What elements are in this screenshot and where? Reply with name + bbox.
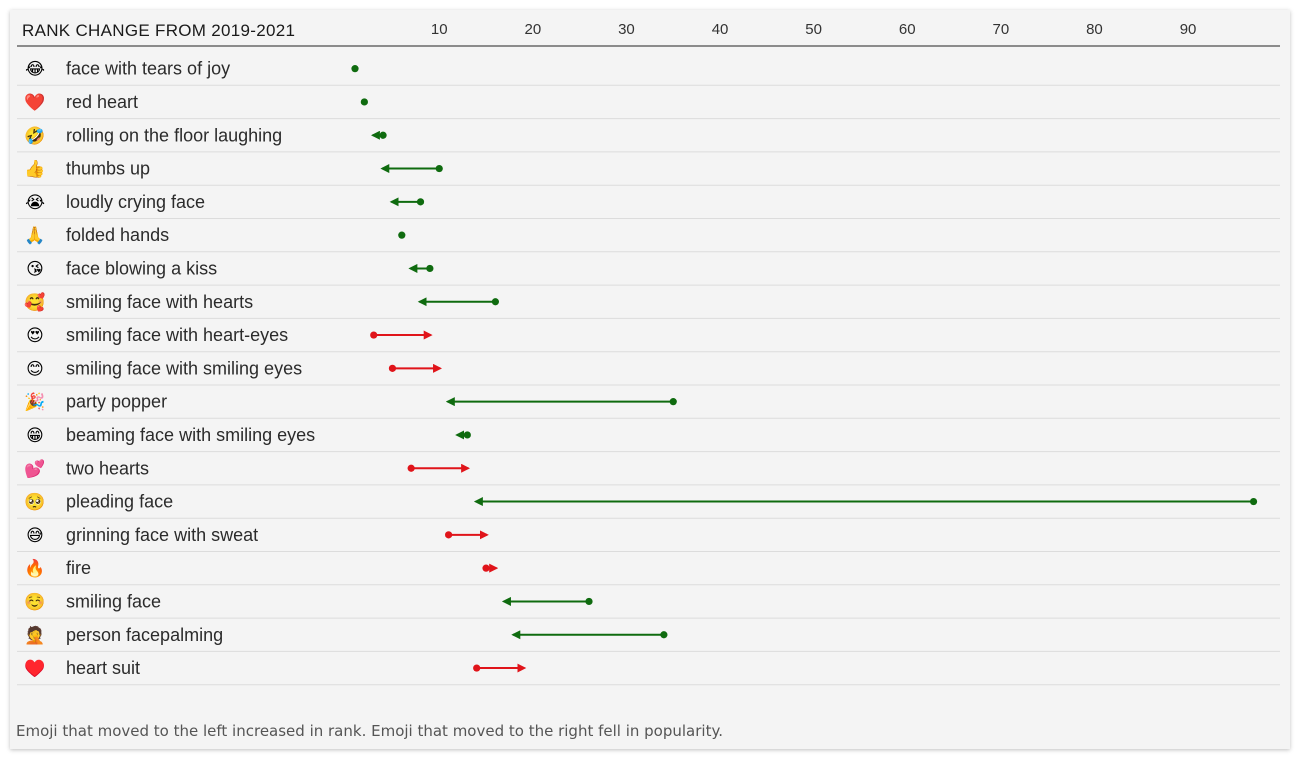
row-label: pleading face — [66, 492, 173, 512]
chart-row: 😅 grinning face with sweat — [17, 525, 1280, 552]
rank-2019-dot — [1249, 497, 1258, 506]
chart-row: ☺️ smiling face — [17, 591, 1280, 619]
rank-2019-dot — [669, 398, 677, 406]
rank-2019-dot — [379, 131, 387, 139]
x-tick-label: 70 — [992, 21, 1009, 38]
emoji-icon: 🙏 — [24, 226, 45, 246]
row-label: two hearts — [66, 458, 149, 478]
x-tick-label: 80 — [1086, 21, 1103, 38]
emoji-icon: 🎉 — [24, 392, 45, 413]
chart-caption: Emoji that moved to the left increased i… — [16, 722, 723, 740]
x-tick-label: 90 — [1180, 21, 1197, 38]
row-label: face blowing a kiss — [66, 258, 217, 278]
x-tick-label: 10 — [431, 21, 448, 38]
row-label: smiling face with hearts — [66, 292, 253, 312]
x-tick-label: 20 — [524, 21, 541, 38]
row-label: face with tears of joy — [66, 59, 230, 79]
row-label: rolling on the floor laughing — [66, 125, 282, 145]
chart-row: ❤️ red heart — [17, 92, 1280, 120]
row-label: beaming face with smiling eyes — [66, 425, 315, 445]
row-label: smiling face with smiling eyes — [66, 358, 302, 378]
chart-row: 😘 face blowing a kiss — [17, 258, 1280, 286]
row-label: red heart — [66, 92, 138, 112]
row-label: loudly crying face — [66, 192, 205, 212]
rank-2019-dot — [463, 431, 471, 439]
emoji-icon: 😅 — [26, 526, 44, 546]
rank-2019-dot — [585, 597, 593, 606]
row-label: thumbs up — [66, 159, 150, 179]
rank-2019-dot — [435, 164, 443, 173]
x-axis-ticks: 10 20 30 40 50 60 70 80 90 — [431, 21, 1196, 38]
rank-2019-dot — [370, 331, 378, 339]
row-label: fire — [66, 558, 91, 578]
rank-2019-dot — [360, 98, 368, 106]
chart-card: RANK CHANGE FROM 2019-2021 10 20 30 40 50 60 7… — [10, 10, 1290, 749]
row-label: heart suit — [66, 658, 140, 678]
emoji-icon: 😊 — [26, 359, 44, 379]
rank-2019-dot — [351, 65, 359, 73]
x-tick-label: 50 — [805, 21, 822, 38]
rank-2019-dot — [426, 264, 434, 273]
chart-row: 👍 thumbs up — [17, 159, 1280, 186]
emoji-icon: 😘 — [26, 259, 44, 279]
emoji-icon: 🤦 — [24, 625, 45, 646]
emoji-icon: ♥️ — [24, 658, 46, 679]
rank-2019-dot — [482, 564, 490, 572]
chart-row: 🔥 fire — [17, 558, 1280, 586]
chart-rows: 😂 face with tears of joy ❤️ red heart 🤣 rolli… — [17, 59, 1280, 686]
emoji-icon: 🥺 — [24, 493, 45, 513]
rank-2019-dot — [491, 298, 499, 306]
dumbbell-chart: RANK CHANGE FROM 2019-2021 10 20 30 40 50 60 7… — [17, 21, 1280, 686]
chart-row: 🤦 person facepalming — [17, 625, 1280, 652]
chart-row: 🙏 folded hands — [17, 225, 1280, 253]
rank-2019-dot — [398, 231, 406, 239]
rank-2019-dot — [660, 631, 668, 639]
chart-row: 🤣 rolling on the floor laughing — [17, 125, 1280, 153]
chart-row: 🎉 party popper — [17, 392, 1280, 419]
row-label: grinning face with sweat — [66, 525, 258, 545]
rank-2019-dot — [388, 364, 397, 372]
rank-2019-dot — [407, 464, 415, 472]
emoji-icon: 😭 — [25, 193, 45, 213]
emoji-icon: 😁 — [26, 426, 44, 446]
rank-2019-dot — [445, 531, 453, 539]
rank-2019-dot — [416, 198, 425, 206]
chart-row: 🥰 smiling face with hearts — [17, 292, 1280, 319]
chart-row: 😍 smiling face with heart-eyes — [17, 325, 1280, 353]
row-label: person facepalming — [66, 625, 223, 645]
emoji-icon: 🔥 — [24, 558, 45, 579]
emoji-icon: 💕 — [24, 458, 45, 479]
emoji-icon: 🥰 — [24, 292, 45, 313]
emoji-icon: 😂 — [25, 60, 45, 80]
row-label: smiling face — [66, 591, 161, 611]
emoji-icon: ❤️ — [24, 93, 46, 113]
emoji-icon: ☺️ — [24, 592, 45, 612]
chart-title: RANK CHANGE FROM 2019-2021 — [22, 21, 295, 40]
chart-row: 😊 smiling face with smiling eyes — [17, 358, 1280, 386]
emoji-icon: 👍 — [24, 159, 45, 180]
x-tick-label: 30 — [618, 21, 635, 38]
chart-row: 😁 beaming face with smiling eyes — [17, 425, 1280, 453]
row-label: folded hands — [66, 225, 169, 245]
emoji-icon: 🤣 — [23, 125, 45, 146]
chart-row: 😭 loudly crying face — [17, 192, 1280, 219]
x-tick-label: 60 — [899, 21, 916, 38]
chart-row: 💕 two hearts — [17, 458, 1280, 486]
row-label: smiling face with heart-eyes — [66, 325, 288, 345]
chart-row: 😂 face with tears of joy — [17, 59, 1280, 86]
x-tick-label: 40 — [712, 21, 729, 38]
chart-row: 🥺 pleading face — [17, 492, 1280, 519]
emoji-icon: 😍 — [26, 326, 44, 346]
rank-2019-dot — [473, 664, 481, 672]
chart-row: ♥️ heart suit — [17, 658, 1280, 686]
row-label: party popper — [66, 392, 167, 412]
